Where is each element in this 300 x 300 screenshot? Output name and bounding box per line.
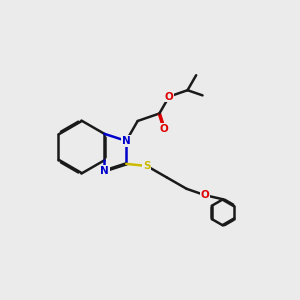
Text: O: O	[160, 124, 169, 134]
Text: N: N	[100, 166, 109, 176]
Text: O: O	[201, 190, 209, 200]
Text: N: N	[122, 136, 130, 146]
Text: S: S	[143, 161, 151, 171]
Text: O: O	[165, 92, 173, 102]
